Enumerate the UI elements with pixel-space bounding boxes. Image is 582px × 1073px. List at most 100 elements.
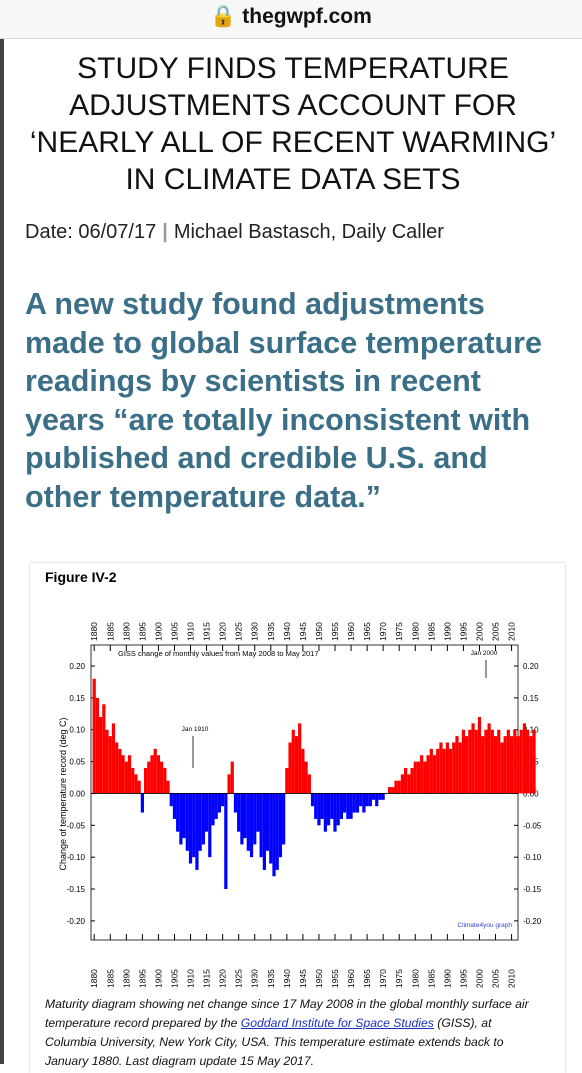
- y-tick-label: -0.15: [523, 885, 542, 894]
- x-tick-label: 1965: [362, 622, 372, 641]
- bar: [237, 793, 241, 832]
- bar: [230, 761, 234, 794]
- x-tick-label: 1920: [218, 969, 228, 988]
- bar: [160, 761, 164, 794]
- bar: [477, 716, 482, 794]
- bar: [95, 697, 100, 794]
- bar: [102, 704, 106, 794]
- bar: [487, 723, 491, 794]
- caption: Maturity diagram showing net change sinc…: [45, 995, 535, 1071]
- bar: [214, 793, 218, 819]
- bar: [317, 793, 321, 826]
- annotation: GISS change of monthly values from May 2…: [118, 649, 319, 658]
- bar: [182, 793, 186, 839]
- bar: [246, 793, 250, 851]
- y-tick-label: -0.20: [67, 917, 86, 926]
- address-bar[interactable]: 🔒 thegwpf.com: [0, 0, 582, 39]
- x-tick-label: 1980: [410, 969, 420, 988]
- y-tick-label: -0.10: [523, 853, 542, 862]
- chart-title: Figure IV-2: [45, 569, 117, 585]
- x-tick-label: 2000: [474, 969, 484, 988]
- y-tick-label: 0.00: [69, 789, 85, 798]
- x-tick-label: 1895: [137, 969, 147, 988]
- bar: [310, 793, 315, 807]
- bar: [272, 793, 276, 877]
- x-tick-label: 1905: [169, 969, 179, 988]
- bar: [439, 742, 443, 794]
- y-tick-label: -0.05: [523, 821, 542, 830]
- x-tick-label: 1980: [410, 622, 420, 641]
- bar: [298, 723, 302, 794]
- x-tick-label: 1985: [426, 969, 436, 988]
- bar: [185, 793, 189, 851]
- bar: [355, 793, 360, 813]
- x-tick-label: 1935: [266, 622, 276, 641]
- bar: [362, 793, 366, 813]
- x-tick-label: 1965: [362, 969, 372, 988]
- lock-icon: 🔒: [210, 5, 237, 28]
- x-tick-label: 1915: [202, 622, 212, 641]
- x-tick-label: 1990: [442, 969, 452, 988]
- bar: [131, 767, 135, 794]
- bar: [397, 780, 401, 794]
- bar: [522, 723, 527, 794]
- bar: [198, 793, 202, 851]
- bar: [294, 736, 299, 794]
- bar: [465, 736, 469, 794]
- bar: [381, 793, 385, 800]
- x-tick-label: 1885: [105, 622, 115, 641]
- x-tick-label: 2005: [491, 969, 501, 988]
- bar: [118, 748, 122, 794]
- bar: [211, 793, 215, 826]
- x-tick-label: 2010: [507, 969, 517, 988]
- bar: [513, 729, 517, 794]
- bar: [410, 767, 414, 794]
- bar: [124, 761, 128, 794]
- x-tick-label: 1995: [458, 622, 468, 641]
- separator: |: [162, 221, 168, 243]
- bar: [442, 748, 446, 794]
- x-tick-label: 1955: [330, 622, 340, 641]
- date: Date: 06/07/17: [25, 221, 157, 243]
- bar: [320, 793, 324, 819]
- x-tick-label: 1970: [378, 969, 388, 988]
- x-tick-label: 1920: [218, 622, 228, 641]
- bar: [452, 742, 456, 794]
- bar: [526, 729, 530, 794]
- bar: [455, 736, 459, 794]
- x-tick-label: 1995: [458, 969, 468, 988]
- x-tick-label: 1975: [394, 622, 404, 641]
- bar: [448, 748, 453, 794]
- x-tick-label: 1905: [169, 622, 179, 641]
- x-tick-label: 1950: [314, 969, 324, 988]
- bar: [163, 767, 167, 794]
- bar: [291, 729, 295, 794]
- caption-link[interactable]: Goddard Institute for Space Studies: [240, 1016, 434, 1030]
- page-edge: [0, 39, 4, 1064]
- bar: [179, 793, 183, 845]
- bar: [509, 736, 514, 794]
- x-tick-label: 1925: [234, 969, 244, 988]
- x-tick-label: 1940: [282, 622, 292, 641]
- y-tick-label: -0.05: [67, 821, 86, 830]
- bar: [339, 793, 344, 819]
- bar: [368, 793, 372, 807]
- bar: [253, 793, 257, 845]
- x-tick-label: 1925: [234, 622, 244, 641]
- x-tick-label: 1935: [266, 969, 276, 988]
- bar: [153, 748, 157, 794]
- bar: [249, 793, 254, 858]
- x-tick-label: 1890: [121, 622, 131, 641]
- bar: [529, 736, 533, 794]
- bar: [217, 793, 222, 813]
- y-tick-label: 0.20: [69, 662, 85, 671]
- bar: [365, 793, 369, 807]
- x-tick-label: 1945: [298, 969, 308, 988]
- bar: [471, 723, 475, 794]
- bar: [371, 793, 376, 800]
- bar: [314, 793, 318, 819]
- x-tick-label: 1910: [186, 969, 196, 988]
- bar: [343, 793, 347, 813]
- bar: [156, 755, 161, 794]
